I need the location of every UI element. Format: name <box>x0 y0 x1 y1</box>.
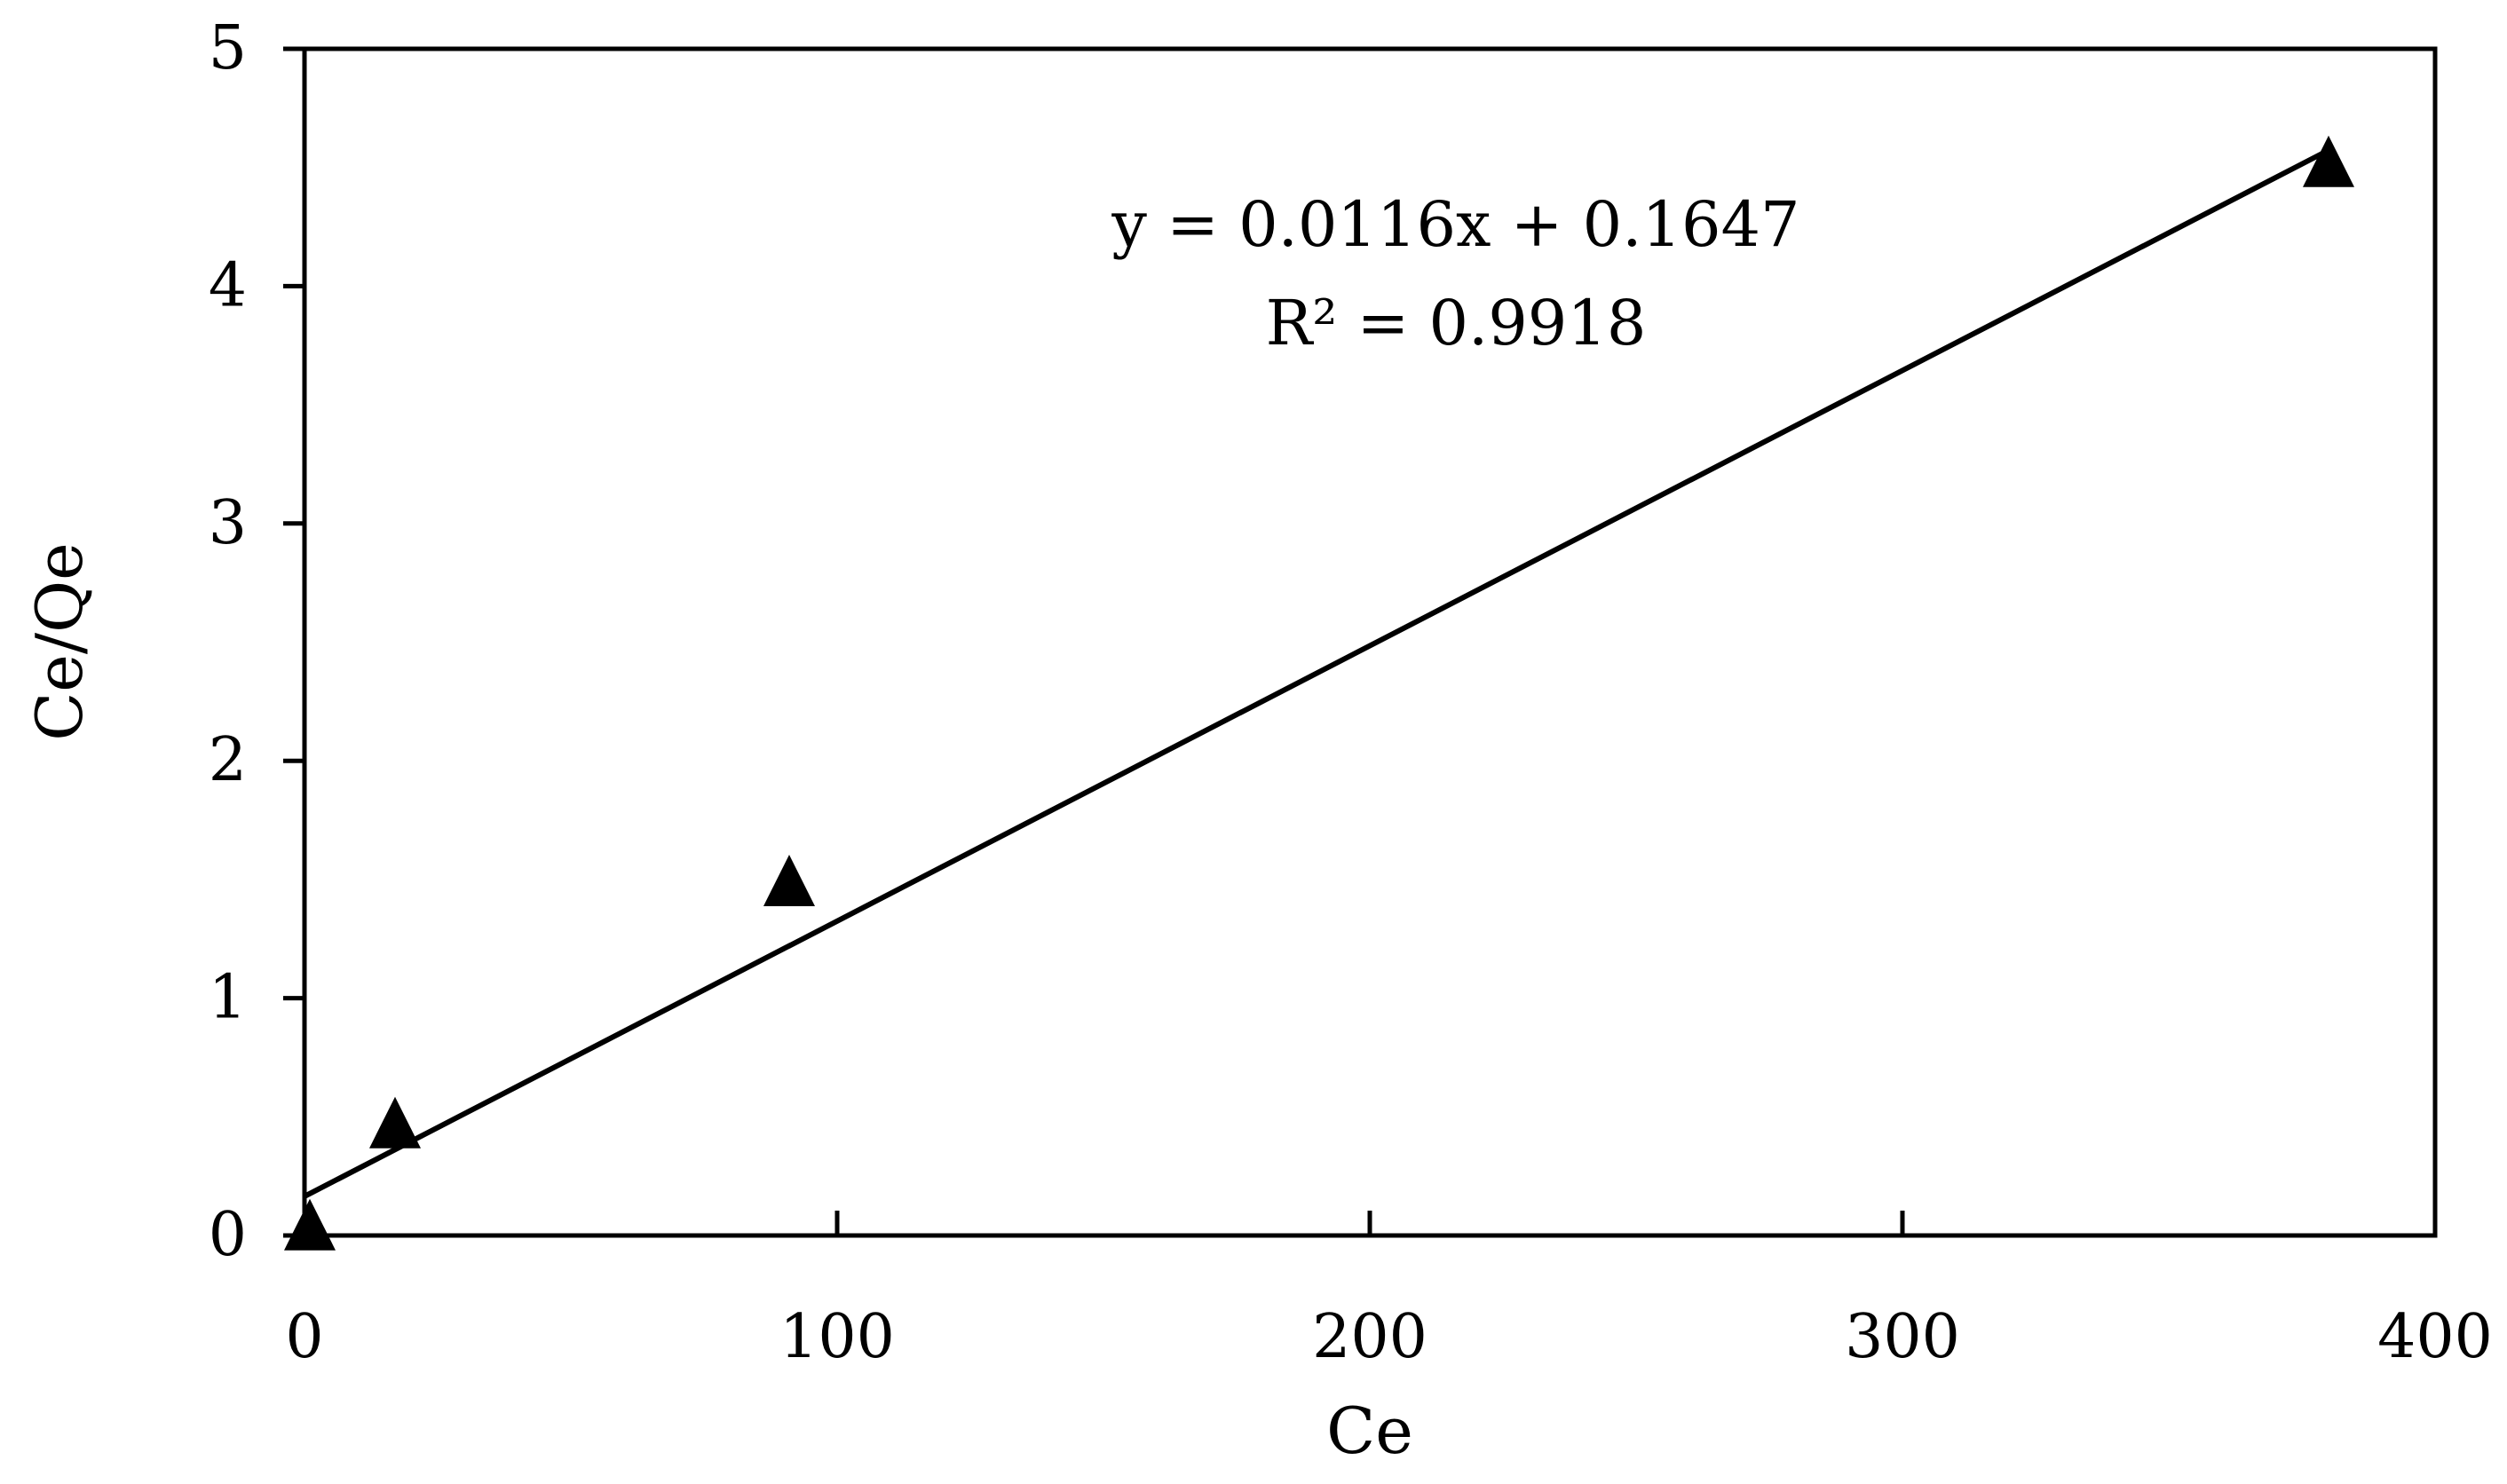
y-tick-label: 5 <box>209 13 247 83</box>
data-point-triangle <box>2303 135 2354 187</box>
r-squared-label: R² = 0.9918 <box>1266 287 1647 359</box>
x-axis-tick-labels: 0 100 200 300 400 <box>285 1302 2493 1372</box>
data-point-triangle <box>284 1198 336 1251</box>
x-axis-ticks <box>302 1211 2438 1235</box>
y-tick-label: 0 <box>209 1200 247 1270</box>
x-tick-label: 200 <box>1312 1302 1427 1372</box>
y-tick-label: 2 <box>209 725 247 795</box>
y-axis-ticks <box>283 46 304 1238</box>
data-point-triangle <box>369 1096 421 1149</box>
data-points <box>284 135 2354 1251</box>
x-tick-label: 0 <box>285 1302 323 1372</box>
trendline <box>303 147 2330 1199</box>
x-tick-label: 400 <box>2377 1302 2493 1372</box>
equation-label: y = 0.0116x + 0.1647 <box>1111 188 1799 261</box>
y-tick-label: 1 <box>209 963 247 1033</box>
x-tick-label: 100 <box>779 1302 895 1372</box>
data-point-triangle <box>763 854 815 906</box>
y-tick-label: 3 <box>209 488 247 558</box>
y-axis-tick-labels: 0 1 2 3 4 5 <box>209 13 247 1270</box>
y-axis-title: Ce/Qe <box>22 542 97 741</box>
x-axis-title: Ce <box>1326 1393 1413 1468</box>
y-tick-label: 4 <box>209 250 247 320</box>
x-tick-label: 300 <box>1845 1302 1960 1372</box>
